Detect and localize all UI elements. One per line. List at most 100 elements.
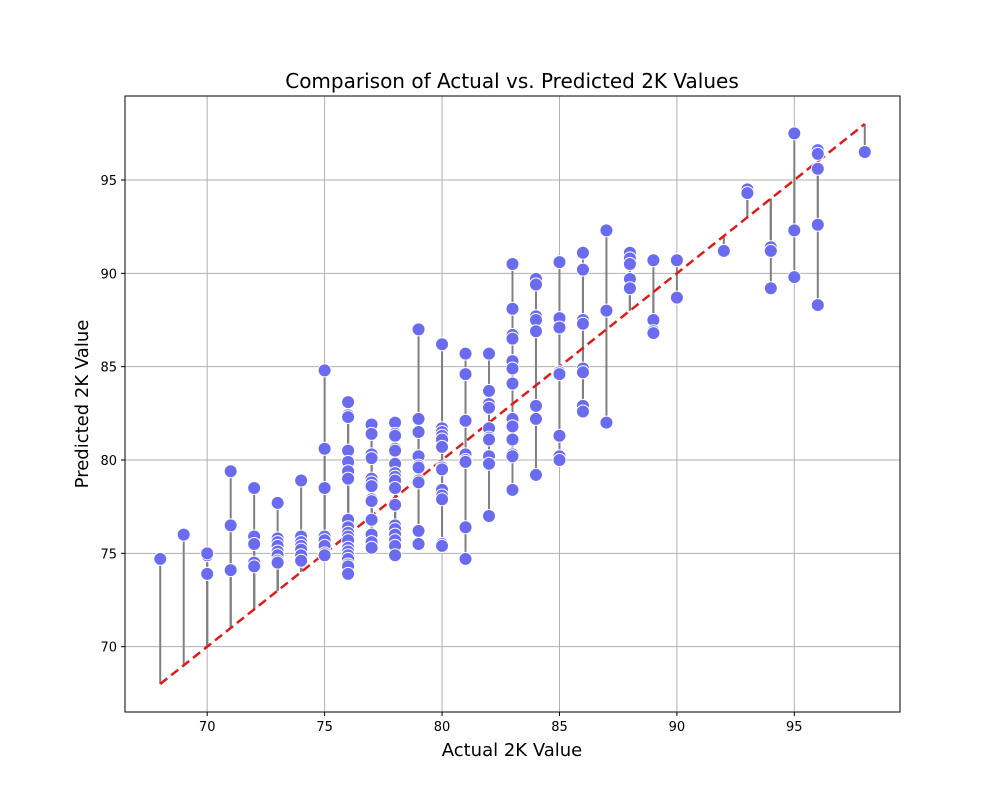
x-axis-ticks: 70 75 80 85 90 95 bbox=[199, 712, 803, 735]
data-point bbox=[669, 253, 684, 268]
data-point bbox=[575, 365, 590, 380]
data-point bbox=[364, 451, 379, 466]
y-axis-label: Predicted 2K Value bbox=[72, 320, 93, 489]
x-tick-label: 95 bbox=[786, 720, 803, 735]
data-point bbox=[810, 146, 825, 161]
data-point bbox=[552, 453, 567, 467]
data-point bbox=[153, 551, 168, 566]
data-point bbox=[388, 443, 403, 458]
data-point bbox=[435, 439, 450, 454]
data-point bbox=[458, 454, 473, 469]
data-point bbox=[411, 475, 426, 490]
data-point bbox=[458, 413, 473, 428]
data-point bbox=[317, 548, 332, 563]
x-tick-label: 80 bbox=[434, 720, 451, 735]
data-point bbox=[388, 548, 403, 563]
data-point bbox=[528, 411, 543, 426]
ideal-fit-line bbox=[159, 123, 866, 685]
y-tick-label: 75 bbox=[100, 547, 117, 562]
data-point bbox=[646, 253, 661, 268]
data-point bbox=[317, 363, 332, 378]
data-point bbox=[552, 367, 567, 382]
data-point bbox=[341, 471, 356, 486]
x-axis-label: Actual 2K Value bbox=[442, 740, 583, 761]
data-point bbox=[482, 509, 497, 523]
data-point bbox=[294, 553, 309, 568]
data-point bbox=[458, 367, 473, 382]
data-point bbox=[810, 298, 825, 313]
data-point bbox=[505, 376, 520, 391]
data-point bbox=[270, 555, 285, 570]
data-point bbox=[364, 540, 379, 555]
x-tick-label: 90 bbox=[669, 720, 686, 735]
data-point bbox=[482, 432, 497, 447]
y-tick-label: 85 bbox=[100, 361, 117, 376]
data-point bbox=[857, 145, 872, 159]
data-point bbox=[599, 223, 614, 238]
data-point bbox=[247, 481, 262, 495]
data-point bbox=[223, 518, 238, 533]
data-point bbox=[176, 527, 191, 542]
data-point bbox=[200, 546, 215, 561]
data-point bbox=[505, 419, 520, 434]
y-tick-label: 95 bbox=[100, 174, 117, 189]
data-point bbox=[435, 337, 450, 352]
data-point bbox=[552, 428, 567, 443]
y-tick-label: 70 bbox=[100, 641, 117, 656]
data-point bbox=[317, 441, 332, 456]
data-point bbox=[317, 481, 332, 495]
data-point bbox=[787, 270, 802, 285]
data-point bbox=[505, 361, 520, 376]
data-point bbox=[223, 464, 238, 479]
data-point bbox=[528, 398, 543, 413]
y-tick-label: 80 bbox=[100, 454, 117, 469]
plot-area-frame bbox=[124, 95, 901, 713]
data-point bbox=[411, 411, 426, 426]
data-point bbox=[528, 277, 543, 292]
data-point bbox=[364, 426, 379, 441]
data-point bbox=[411, 537, 426, 551]
data-point bbox=[388, 497, 403, 512]
data-point bbox=[763, 243, 778, 258]
data-points bbox=[153, 126, 872, 581]
data-point bbox=[505, 482, 520, 497]
data-point bbox=[388, 481, 403, 495]
data-point bbox=[599, 415, 614, 430]
data-point bbox=[364, 494, 379, 509]
data-point bbox=[388, 428, 403, 443]
data-point bbox=[270, 495, 285, 510]
data-point bbox=[575, 316, 590, 331]
y-axis-ticks: 70 75 80 85 90 95 bbox=[100, 174, 125, 656]
data-point bbox=[622, 281, 637, 296]
data-point bbox=[341, 566, 356, 581]
data-point bbox=[505, 449, 520, 464]
x-tick-label: 85 bbox=[551, 720, 568, 735]
data-point bbox=[482, 383, 497, 398]
data-point bbox=[552, 255, 567, 270]
data-point bbox=[482, 400, 497, 415]
data-point bbox=[669, 290, 684, 305]
x-tick-label: 75 bbox=[316, 720, 333, 735]
data-point bbox=[247, 559, 262, 574]
data-point bbox=[787, 223, 802, 238]
data-point bbox=[247, 537, 262, 551]
data-point bbox=[505, 257, 520, 271]
data-point bbox=[364, 512, 379, 527]
data-point bbox=[435, 462, 450, 477]
data-point bbox=[787, 126, 802, 141]
data-point bbox=[435, 538, 450, 553]
data-point bbox=[622, 257, 637, 271]
data-point bbox=[458, 551, 473, 566]
data-point bbox=[763, 281, 778, 296]
data-point bbox=[575, 404, 590, 419]
data-point bbox=[411, 322, 426, 337]
data-point bbox=[505, 432, 520, 447]
data-point bbox=[294, 473, 309, 488]
data-point bbox=[575, 245, 590, 260]
chart-title: Comparison of Actual vs. Predicted 2K Va… bbox=[285, 69, 739, 93]
data-point bbox=[482, 456, 497, 471]
data-point bbox=[528, 324, 543, 339]
data-point bbox=[505, 301, 520, 316]
